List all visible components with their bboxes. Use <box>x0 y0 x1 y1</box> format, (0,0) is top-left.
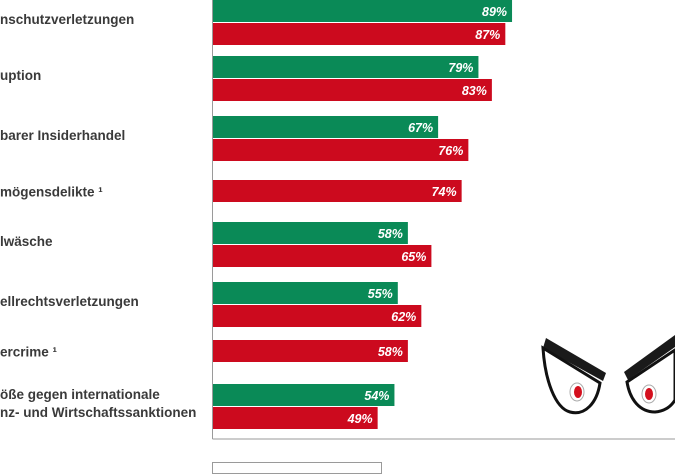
bar-green-5 <box>213 282 398 304</box>
bar-red-4 <box>213 245 432 267</box>
category-label: nschutzverletzungen <box>0 12 134 27</box>
right-eyebrow <box>624 335 675 380</box>
bar-red-7 <box>213 407 378 429</box>
data-label: 62% <box>391 310 416 324</box>
data-label: 79% <box>448 61 473 75</box>
category-labels-layer: nschutzverletzungen uption barer Insiderha… <box>0 12 196 420</box>
bar-red-2 <box>213 139 469 161</box>
category-label: ercrime ¹ <box>0 345 58 360</box>
right-pupil <box>645 388 653 400</box>
bar-green-1 <box>213 56 479 78</box>
bar-red-1 <box>213 79 492 101</box>
data-label: 67% <box>408 121 433 135</box>
left-eye-outline <box>541 345 602 415</box>
data-label: 54% <box>364 389 389 403</box>
bar-red-0 <box>213 23 506 45</box>
bar-green-2 <box>213 116 439 138</box>
left-eyebrow <box>543 338 606 381</box>
category-label: ößе gegen internationale <box>0 387 160 402</box>
category-label: ellrechtsverletzungen <box>0 294 139 309</box>
category-label: uption <box>0 68 41 83</box>
data-label: 83% <box>462 84 487 98</box>
data-label: 65% <box>401 250 426 264</box>
bar-green-0 <box>213 0 513 22</box>
bar-green-7 <box>213 384 395 406</box>
category-label: lwäsche <box>0 234 53 249</box>
category-label: mögensdelikte ¹ <box>0 185 103 200</box>
angry-eyes-illustration <box>541 335 675 415</box>
data-label: 49% <box>347 412 373 426</box>
data-label: 89% <box>482 5 507 19</box>
data-label: 74% <box>432 185 457 199</box>
data-label: 58% <box>378 345 403 359</box>
right-eye-outline <box>625 348 675 414</box>
data-label: 58% <box>378 227 403 241</box>
data-label: 87% <box>475 28 500 42</box>
bar-red-5 <box>213 305 422 327</box>
legend-box <box>212 462 382 474</box>
category-label: barer Insiderhandel <box>0 128 125 143</box>
left-pupil <box>574 386 582 398</box>
bars-layer: 89% 87% 79% 83% 67% 76% 74% 58% 65% 55% 62% 58% 54% 4… <box>213 0 513 429</box>
category-label: nz- und Wirtschaftssanktionen <box>0 405 196 420</box>
bar-green-4 <box>213 222 408 244</box>
data-label: 55% <box>368 287 393 301</box>
bar-red-3 <box>213 180 462 202</box>
data-label: 76% <box>438 144 463 158</box>
bar-red-6 <box>213 340 408 362</box>
